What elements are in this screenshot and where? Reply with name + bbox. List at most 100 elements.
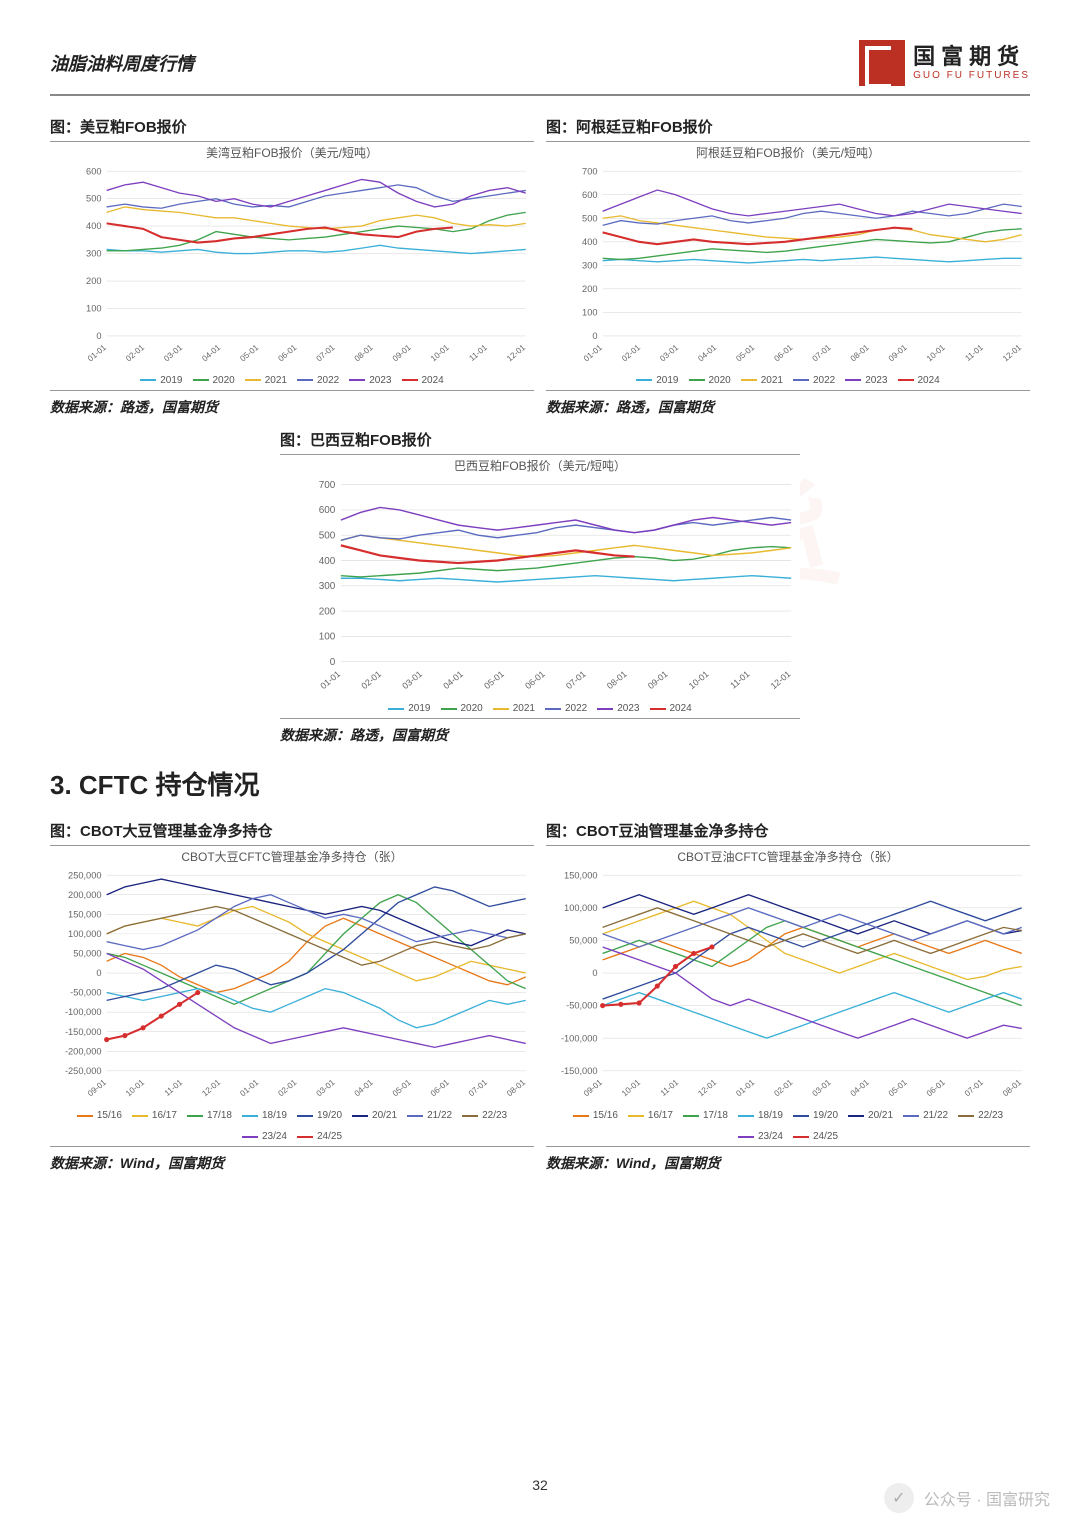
svg-text:400: 400 — [86, 221, 101, 231]
svg-text:500: 500 — [86, 194, 101, 204]
svg-text:04-01: 04-01 — [353, 1078, 375, 1099]
logo-cn: 国富期货 — [913, 45, 1030, 69]
legend-item: 16/17 — [132, 1110, 177, 1121]
logo-icon — [859, 40, 905, 86]
svg-text:0: 0 — [96, 968, 101, 978]
svg-text:600: 600 — [582, 190, 597, 200]
svg-text:-100,000: -100,000 — [561, 1034, 598, 1044]
chart-us-fob: 010020030040050060001-0102-0103-0104-010… — [50, 165, 534, 391]
svg-text:300: 300 — [319, 581, 336, 592]
svg-text:07-01: 07-01 — [811, 343, 833, 364]
svg-text:-150,000: -150,000 — [561, 1066, 598, 1076]
svg-text:08-01: 08-01 — [1001, 1078, 1023, 1099]
svg-text:0: 0 — [592, 331, 597, 341]
svg-text:10-01: 10-01 — [124, 1078, 146, 1099]
legend-item: 2023 — [349, 375, 391, 386]
legend-item: 21/22 — [407, 1110, 452, 1121]
svg-text:300: 300 — [86, 249, 101, 259]
svg-text:100: 100 — [582, 307, 597, 317]
panel-us-fob: 图：美豆粕FOB报价 美湾豆粕FOB报价（美元/短吨） 010020030040… — [50, 116, 534, 417]
svg-text:08-01: 08-01 — [849, 343, 871, 364]
svg-text:0: 0 — [330, 657, 336, 668]
svg-text:06-01: 06-01 — [925, 1078, 947, 1099]
svg-text:12-01: 12-01 — [505, 343, 527, 364]
svg-text:04-01: 04-01 — [696, 343, 718, 364]
legend-item: 2022 — [793, 375, 835, 386]
svg-text:05-01: 05-01 — [391, 1078, 413, 1099]
svg-text:03-01: 03-01 — [811, 1078, 833, 1099]
svg-text:01-01: 01-01 — [734, 1078, 756, 1099]
svg-text:09-01: 09-01 — [391, 343, 413, 364]
svg-text:12-01: 12-01 — [696, 1078, 718, 1099]
svg-text:05-01: 05-01 — [238, 343, 260, 364]
chart-legend: 15/1616/1717/1818/1919/2020/2121/2222/23… — [50, 1106, 534, 1146]
chart-legend: 201920202021202220232024 — [546, 371, 1030, 390]
svg-text:07-01: 07-01 — [467, 1078, 489, 1099]
chart-legend: 15/1616/1717/1818/1919/2020/2121/2222/23… — [546, 1106, 1030, 1146]
chart-title: 图：阿根廷豆粕FOB报价 — [546, 116, 1030, 142]
svg-text:05-01: 05-01 — [887, 1078, 909, 1099]
legend-item: 15/16 — [573, 1110, 618, 1121]
svg-text:01-01: 01-01 — [318, 669, 342, 691]
footer-source: 公众号 · 国富研究 — [924, 1486, 1050, 1510]
legend-item: 2021 — [245, 375, 287, 386]
svg-text:09-01: 09-01 — [582, 1078, 604, 1099]
panel-oil-cftc: 图：CBOT豆油管理基金净多持仓 CBOT豆油CFTC管理基金净多持仓（张） -… — [546, 820, 1030, 1173]
svg-text:50,000: 50,000 — [73, 949, 101, 959]
svg-text:02-01: 02-01 — [359, 669, 383, 691]
legend-item: 24/25 — [793, 1131, 838, 1142]
svg-text:02-01: 02-01 — [277, 1078, 299, 1099]
svg-text:09-01: 09-01 — [86, 1078, 108, 1099]
panel-arg-fob: 图：阿根廷豆粕FOB报价 阿根廷豆粕FOB报价（美元/短吨） 010020030… — [546, 116, 1030, 417]
svg-text:04-01: 04-01 — [441, 669, 465, 691]
svg-text:08-01: 08-01 — [605, 669, 629, 691]
legend-item: 22/23 — [958, 1110, 1003, 1121]
svg-text:11-01: 11-01 — [728, 669, 751, 691]
chart-legend: 201920202021202220232024 — [50, 371, 534, 390]
legend-item: 23/24 — [738, 1131, 783, 1142]
svg-text:-50,000: -50,000 — [70, 988, 101, 998]
svg-text:09-01: 09-01 — [887, 343, 909, 364]
legend-item: 18/19 — [242, 1110, 287, 1121]
panel-brz-fob: 图：巴西豆粕FOB报价 巴西豆粕FOB报价（美元/短吨） 01002003004… — [280, 429, 800, 745]
svg-text:11-01: 11-01 — [163, 1078, 185, 1098]
svg-text:50,000: 50,000 — [569, 936, 597, 946]
legend-item: 17/18 — [683, 1110, 728, 1121]
svg-text:100,000: 100,000 — [564, 903, 597, 913]
legend-item: 2020 — [689, 375, 731, 386]
svg-text:12-01: 12-01 — [769, 669, 793, 691]
svg-text:05-01: 05-01 — [482, 669, 506, 691]
legend-item: 20/21 — [352, 1110, 397, 1121]
svg-text:08-01: 08-01 — [353, 343, 375, 364]
svg-text:100: 100 — [86, 304, 101, 314]
chart-brz-fob: 010020030040050060070001-0102-0103-0104-… — [280, 478, 800, 719]
svg-text:02-01: 02-01 — [124, 343, 146, 364]
chart-source: 数据来源：Wind，国富期货 — [546, 1147, 1030, 1173]
legend-item: 24/25 — [297, 1131, 342, 1142]
legend-item: 23/24 — [242, 1131, 287, 1142]
svg-text:09-01: 09-01 — [646, 669, 670, 691]
chart-subtitle: 巴西豆粕FOB报价（美元/短吨） — [280, 457, 800, 474]
svg-text:11-01: 11-01 — [659, 1078, 681, 1098]
svg-text:10-01: 10-01 — [925, 343, 947, 364]
svg-text:10-01: 10-01 — [620, 1078, 642, 1099]
svg-text:400: 400 — [319, 556, 336, 567]
legend-item: 2020 — [193, 375, 235, 386]
svg-text:-50,000: -50,000 — [566, 1001, 597, 1011]
chart-source: 数据来源：路透，国富期货 — [50, 391, 534, 417]
svg-text:-150,000: -150,000 — [65, 1027, 102, 1037]
page-header: 油脂油料周度行情 国富期货 GUO FU FUTURES — [50, 40, 1030, 96]
legend-item: 2020 — [441, 703, 483, 714]
chart-oil-cftc: -150,000-100,000-50,000050,000100,000150… — [546, 869, 1030, 1147]
svg-text:-100,000: -100,000 — [65, 1007, 102, 1017]
chart-title: 图：美豆粕FOB报价 — [50, 116, 534, 142]
svg-text:700: 700 — [319, 480, 336, 491]
svg-text:07-01: 07-01 — [315, 343, 337, 364]
svg-text:200,000: 200,000 — [68, 890, 101, 900]
legend-item: 16/17 — [628, 1110, 673, 1121]
svg-text:03-01: 03-01 — [400, 669, 424, 691]
chart-source: 数据来源：路透，国富期货 — [280, 719, 800, 745]
svg-text:03-01: 03-01 — [162, 343, 184, 364]
svg-text:150,000: 150,000 — [564, 870, 597, 880]
svg-text:100,000: 100,000 — [68, 929, 101, 939]
